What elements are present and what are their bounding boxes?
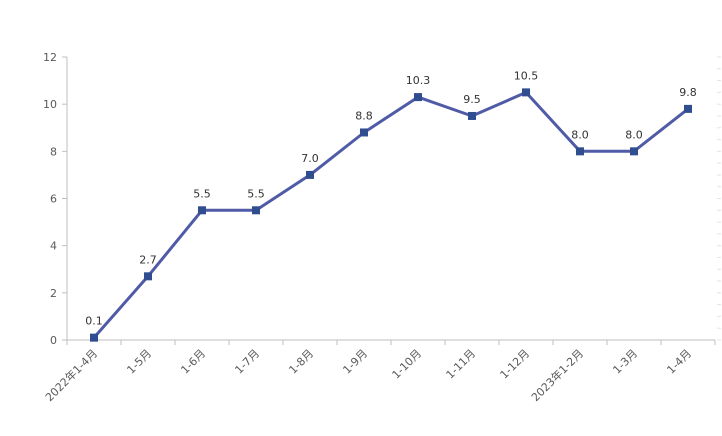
x-tick-label: 1-6月 [178,347,208,377]
data-label: 8.0 [571,128,589,141]
x-tick-label: 1-3月 [610,347,640,377]
axes [66,57,715,341]
x-tick-label: 1-11月 [443,347,478,382]
data-label: 2.7 [139,253,157,266]
data-label: 9.8 [679,86,697,99]
data-point [198,206,206,215]
series-line [92,90,690,340]
x-tick-label: 1-10月 [389,347,424,382]
data-point [684,104,692,113]
data-point [306,170,314,179]
x-tick-label: 1-5月 [124,347,154,377]
x-tick-label: 2023年1-2月 [528,346,586,404]
data-label: 0.1 [85,315,103,328]
x-tick-label: 1-12月 [497,347,532,382]
y-tick-label: 12 [43,51,57,64]
data-point [522,88,530,97]
x-tick-label: 1-9月 [340,347,370,377]
x-tick-label: 1-8月 [286,347,316,377]
data-point [468,111,476,120]
y-tick-label: 4 [50,240,57,253]
y-tick-label: 10 [43,98,57,111]
y-tick-label: 0 [50,334,57,347]
data-label: 8.8 [355,109,373,122]
data-label: 5.5 [193,187,211,200]
data-label: 10.3 [406,74,431,87]
y-tick-label: 6 [50,193,57,206]
series [90,88,692,342]
data-label: 8.0 [625,128,643,141]
data-point [360,128,368,137]
data-point [576,147,584,156]
data-label: 5.5 [247,187,265,200]
data-point [90,333,98,342]
data-point [252,206,260,215]
data-label: 10.5 [514,69,539,82]
x-tick-label: 2022年1-4月 [42,346,100,404]
labels: 0.1 2.7 5.5 5.5 7.0 8.8 10.3 9.5 10.5 8.0 8.0 9.8 [85,69,697,327]
y-tick-label: 2 [50,287,57,300]
x-tick-label: 1-7月 [232,347,262,377]
data-point [630,147,638,156]
data-label: 7.0 [301,152,319,165]
x-tick-label: 1-4月 [664,347,694,377]
y-tick-label: 8 [50,145,57,158]
ticks: 0 2 4 6 8 10 12 2022年1-4月 1-5月 1-6月 1-7月 1-8月 1-9月 1-… [42,51,721,404]
data-point [414,93,422,102]
data-label: 9.5 [463,93,481,106]
data-point [144,272,152,281]
